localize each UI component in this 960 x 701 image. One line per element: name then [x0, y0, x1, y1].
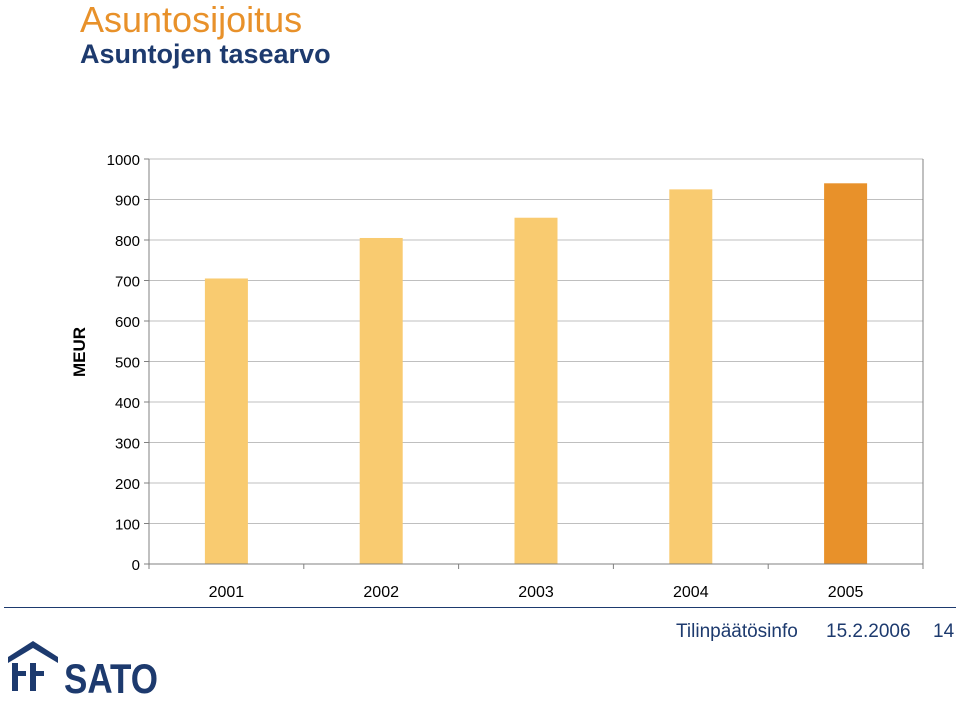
slide-title: Asuntosijoitus — [80, 0, 303, 40]
y-tick-label: 300 — [115, 436, 140, 453]
y-tick-label: 600 — [115, 314, 140, 331]
y-tick-label: 900 — [115, 193, 140, 210]
x-tick-label: 2002 — [363, 584, 399, 601]
footer-divider — [4, 607, 956, 608]
page-number: 14 — [933, 621, 955, 642]
logo-wordmark: SATO — [64, 655, 158, 697]
x-tick-label: 2005 — [828, 584, 864, 601]
y-tick-labels: 0 100 200 300 400 500 600 700 800 900 1000 — [107, 152, 140, 574]
footer-title: Tilinpäätösinfo — [676, 621, 798, 642]
slide-subtitle: Asuntojen tasearvo — [80, 39, 331, 69]
x-tick-label: 2004 — [673, 584, 709, 601]
house-logo-icon — [8, 641, 58, 691]
x-tick-label: 2001 — [209, 584, 245, 601]
y-tick-label: 700 — [115, 274, 140, 291]
y-tick-label: 400 — [115, 395, 140, 412]
y-tick-label: 0 — [132, 557, 140, 574]
bar-2002 — [359, 237, 403, 564]
bar-2003 — [514, 217, 558, 564]
sato-logo: SATO — [8, 641, 158, 697]
bar-2005 — [824, 183, 868, 565]
y-tick-label: 200 — [115, 476, 140, 493]
y-tick-label: 100 — [115, 517, 140, 534]
y-tick-label: 1000 — [107, 152, 140, 169]
y-tick-label: 500 — [115, 355, 140, 372]
x-tick-labels: 2001 2002 2003 2004 2005 — [209, 584, 864, 601]
bar-2001 — [204, 278, 248, 564]
x-tick-label: 2003 — [518, 584, 554, 601]
bars — [204, 183, 868, 565]
y-tick-label: 800 — [115, 233, 140, 250]
axes — [144, 158, 924, 569]
footer-date: 15.2.2006 — [826, 621, 911, 642]
bar-2004 — [669, 189, 713, 564]
